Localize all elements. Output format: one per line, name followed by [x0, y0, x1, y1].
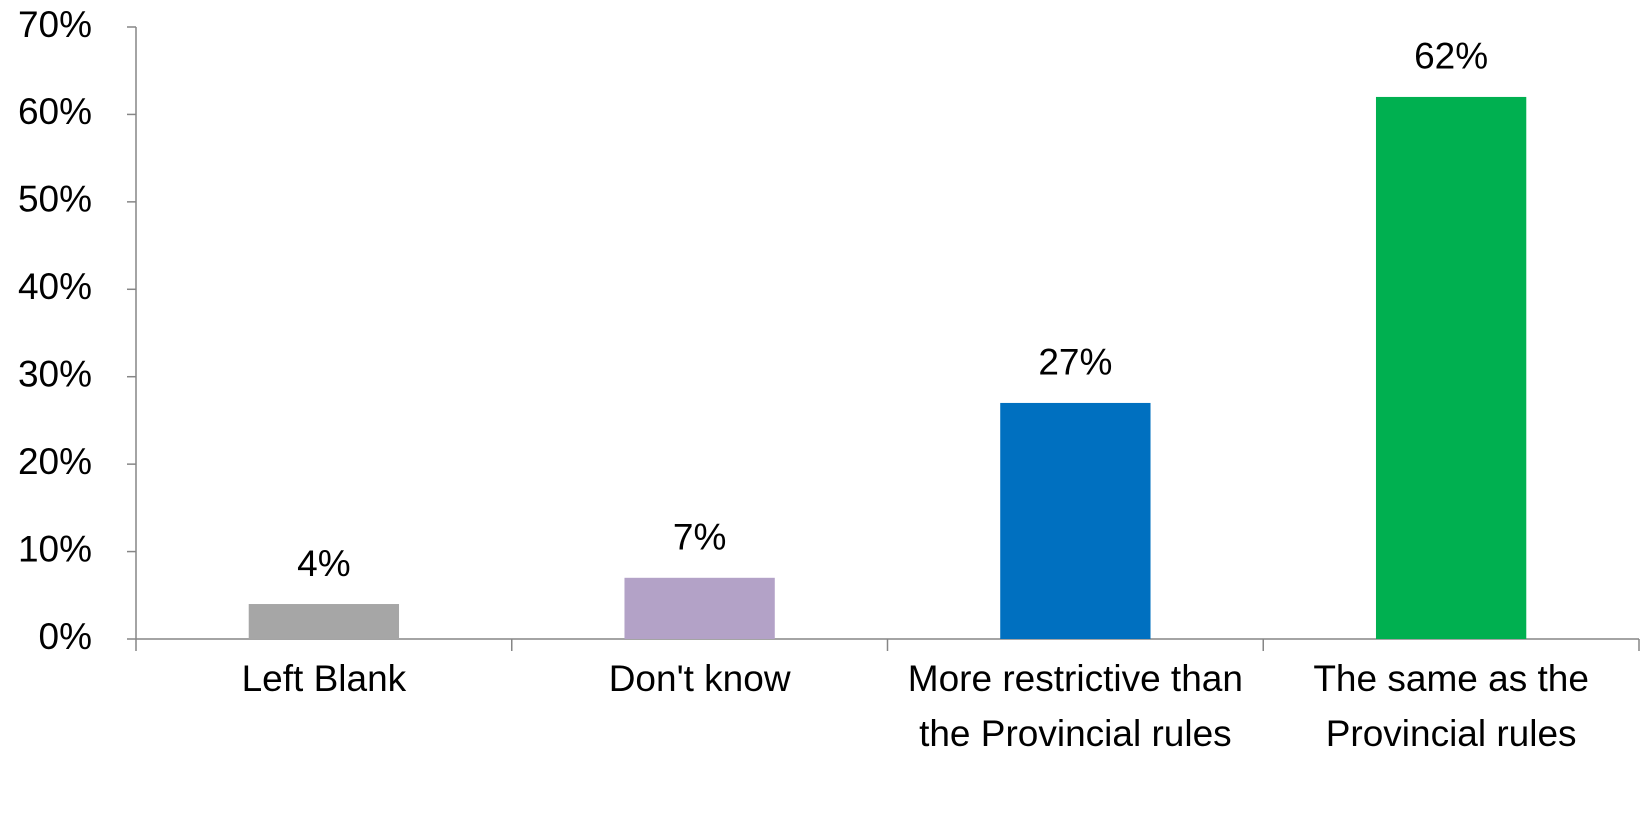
bar [1375, 96, 1527, 639]
y-tick-label: 0% [39, 616, 92, 657]
y-tick-label: 70% [18, 4, 92, 45]
y-tick-label: 20% [18, 441, 92, 482]
y-tick-label: 10% [18, 528, 92, 569]
bar [248, 604, 400, 639]
x-tick-label: More restrictive than the Provincial rul… [907, 658, 1243, 754]
y-tick-label: 50% [18, 179, 92, 220]
y-tick-label: 30% [18, 353, 92, 394]
bar [624, 577, 775, 639]
y-tick-label: 40% [18, 266, 92, 307]
x-tick-label: The same as the Provincial rules [1313, 658, 1589, 754]
x-tick-label: Don't know [608, 658, 791, 699]
data-label: 62% [1414, 36, 1488, 77]
data-label: 27% [1038, 342, 1112, 383]
x-tick-label: Left Blank [241, 658, 407, 699]
y-tick-label: 60% [18, 91, 92, 132]
data-label: 7% [673, 517, 726, 558]
bar [1000, 402, 1151, 639]
data-label: 4% [297, 543, 350, 584]
